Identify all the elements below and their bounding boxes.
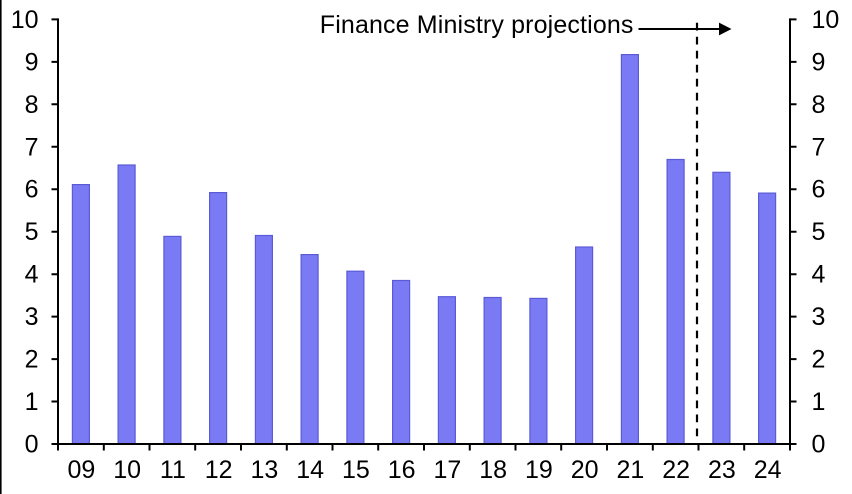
svg-text:4: 4 — [25, 261, 39, 289]
svg-text:21: 21 — [616, 456, 644, 484]
svg-text:10: 10 — [812, 6, 840, 34]
svg-text:16: 16 — [388, 456, 416, 484]
svg-text:0: 0 — [25, 431, 39, 459]
svg-text:20: 20 — [571, 456, 599, 484]
svg-text:12: 12 — [205, 456, 233, 484]
svg-text:5: 5 — [25, 218, 39, 246]
svg-text:17: 17 — [433, 456, 461, 484]
svg-text:3: 3 — [25, 303, 39, 331]
svg-text:24: 24 — [754, 456, 782, 484]
svg-text:10: 10 — [113, 456, 141, 484]
svg-text:1: 1 — [25, 388, 39, 416]
svg-text:09: 09 — [67, 456, 95, 484]
svg-text:7: 7 — [25, 133, 39, 161]
svg-text:8: 8 — [25, 91, 39, 119]
svg-text:5: 5 — [812, 218, 826, 246]
svg-text:7: 7 — [812, 133, 826, 161]
svg-text:15: 15 — [342, 456, 370, 484]
svg-text:14: 14 — [296, 456, 324, 484]
svg-text:11: 11 — [160, 456, 186, 484]
svg-text:4: 4 — [812, 261, 826, 289]
svg-text:10: 10 — [11, 6, 39, 34]
svg-text:22: 22 — [662, 456, 690, 484]
svg-text:8: 8 — [812, 91, 826, 119]
svg-text:2: 2 — [25, 346, 39, 374]
svg-text:18: 18 — [479, 456, 507, 484]
svg-text:13: 13 — [250, 456, 278, 484]
svg-text:6: 6 — [25, 176, 39, 204]
svg-text:23: 23 — [708, 456, 736, 484]
svg-text:19: 19 — [525, 456, 553, 484]
svg-text:1: 1 — [812, 388, 826, 416]
svg-text:6: 6 — [812, 176, 826, 204]
svg-text:Finance Ministry projections: Finance Ministry projections — [320, 11, 634, 39]
svg-text:3: 3 — [812, 303, 826, 331]
svg-text:9: 9 — [25, 48, 39, 76]
svg-text:0: 0 — [812, 431, 826, 459]
svg-text:2: 2 — [812, 346, 826, 374]
svg-text:9: 9 — [812, 48, 826, 76]
